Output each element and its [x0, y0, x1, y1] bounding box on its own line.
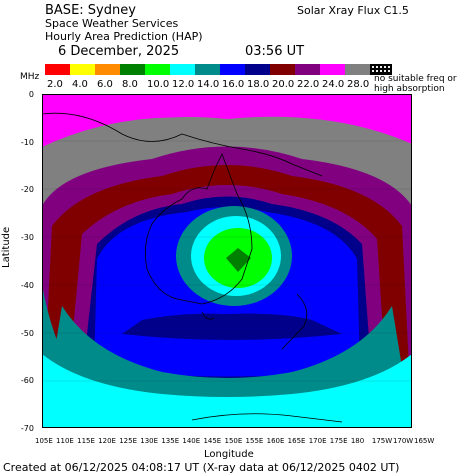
legend-label: 28.0 [347, 79, 370, 90]
legend-label: 14.0 [197, 79, 220, 90]
xray-flux-label: Solar Xray Flux C1.5 [297, 4, 409, 17]
longitude-tick-label: 125E [119, 437, 138, 445]
hap-frequency-map [42, 94, 412, 428]
legend-label: 24.0 [322, 79, 345, 90]
legend-swatch [345, 64, 370, 75]
legend-label: 16.0 [222, 79, 245, 90]
legend-swatch [95, 64, 120, 75]
legend-swatch [295, 64, 320, 75]
latitude-tick-label: -10 [20, 137, 34, 147]
legend-label: 10.0 [147, 79, 170, 90]
longitude-tick-label: 175W [371, 437, 393, 445]
no-data-label-2: high absorption [374, 84, 445, 94]
no-data-label-1: no suitable freq or [374, 74, 457, 84]
latitude-tick-label: -70 [20, 423, 34, 433]
creation-timestamp: Created at 06/12/2025 04:08:17 UT (X-ray… [3, 461, 400, 474]
service-name: Space Weather Services [45, 17, 179, 30]
legend-swatch [195, 64, 220, 75]
legend-swatch [320, 64, 345, 75]
no-data-swatch [370, 64, 392, 75]
longitude-tick-label: 135E [161, 437, 180, 445]
longitude-tick-label: 180 [350, 437, 365, 445]
legend-label: 22.0 [297, 79, 320, 90]
longitude-tick-label: 115E [77, 437, 95, 445]
longitude-tick-label: 170W [392, 437, 414, 445]
longitude-tick-label: 150E [224, 437, 243, 445]
band-12mhz-region [42, 354, 412, 428]
latitude-tick-label: 0 [28, 90, 34, 99]
date-label: 6 December, 2025 [58, 44, 180, 59]
longitude-tick-label: 155E [245, 437, 264, 445]
legend-label: 20.0 [272, 79, 295, 90]
legend-swatch [245, 64, 270, 75]
longitude-tick-label: 105E [35, 437, 53, 445]
x-axis-label: Longitude [204, 449, 254, 460]
legend-label: 18.0 [247, 79, 270, 90]
legend-swatch [70, 64, 95, 75]
latitude-tick-label: -40 [20, 280, 34, 290]
latitude-tick-label: -20 [20, 185, 34, 195]
latitude-tick-label: -60 [20, 376, 34, 386]
product-name: Hourly Area Prediction (HAP) [45, 30, 203, 43]
legend-swatch [45, 64, 70, 75]
longitude-tick-label: 145E [203, 437, 222, 445]
latitude-tick-label: -50 [20, 328, 34, 338]
legend-swatch [145, 64, 170, 75]
coastlines [42, 112, 343, 423]
longitude-tick-label: 165W [414, 437, 435, 445]
map-frame [42, 94, 412, 428]
legend-label: 8.0 [122, 79, 138, 90]
base-title: BASE: Sydney [45, 3, 136, 18]
longitude-tick-label: 170E [308, 437, 327, 445]
longitude-tick-label: 120E [98, 437, 116, 445]
longitude-tick-label: 165E [287, 437, 306, 445]
legend-unit: MHz [20, 72, 40, 82]
band-8mhz-core [226, 248, 251, 272]
longitude-tick-label: 110E [56, 437, 74, 445]
legend-swatch [220, 64, 245, 75]
longitude-tick-label: 160E [266, 437, 285, 445]
legend-swatch [270, 64, 295, 75]
y-axis-label: Latitude [1, 226, 12, 268]
legend-label: 2.0 [47, 79, 63, 90]
legend-label: 12.0 [172, 79, 195, 90]
legend-label: 4.0 [72, 79, 88, 90]
longitude-tick-label: 175E [329, 437, 348, 445]
legend-swatch [120, 64, 145, 75]
latitude-tick-label: -30 [20, 233, 34, 243]
legend-label: 6.0 [97, 79, 113, 90]
frequency-color-scale [45, 64, 370, 75]
longitude-tick-label: 130E [140, 437, 159, 445]
legend-swatch [170, 64, 195, 75]
latitude-gridlines [42, 140, 412, 382]
time-label: 03:56 UT [245, 44, 305, 59]
longitude-tick-label: 140E [182, 437, 201, 445]
